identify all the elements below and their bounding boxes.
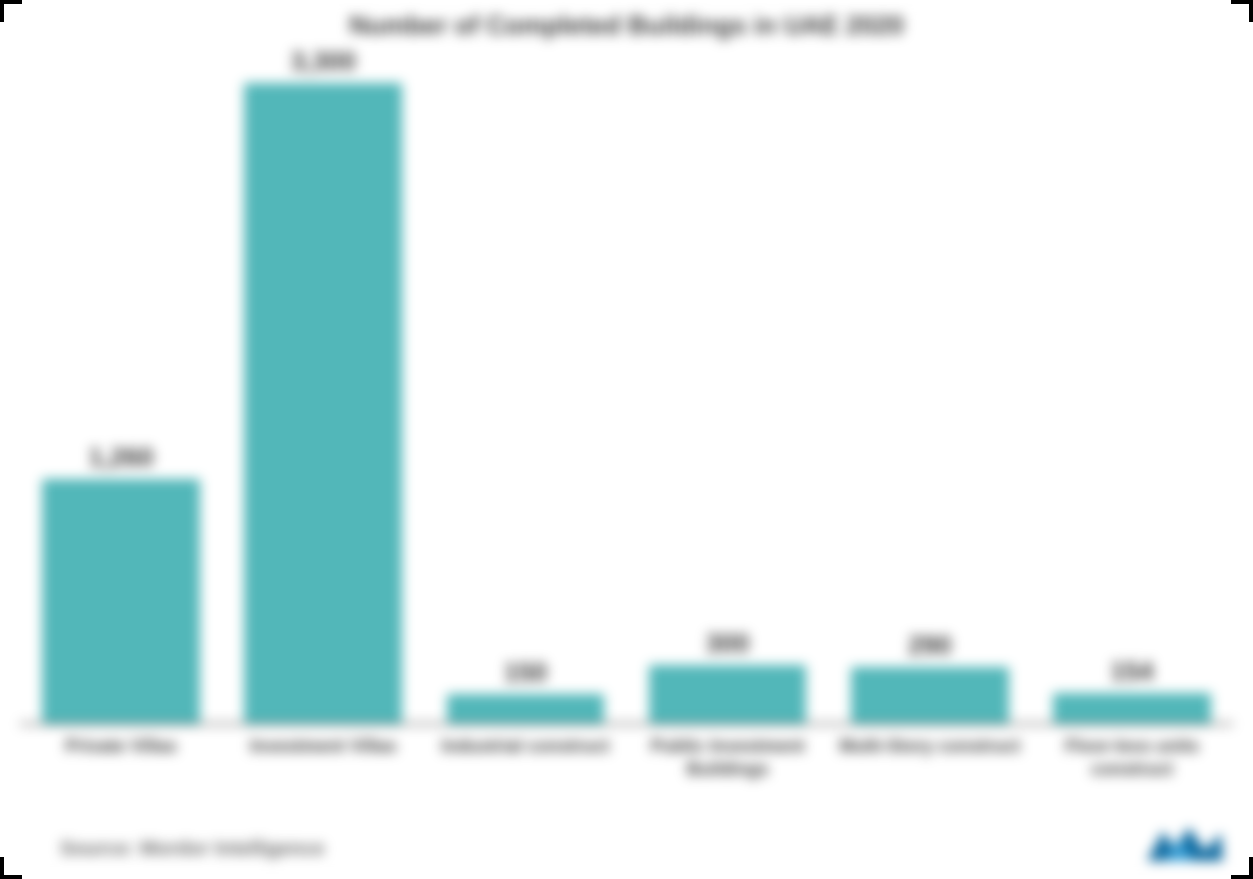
bar xyxy=(447,694,605,723)
bar-value-label: 290 xyxy=(908,630,951,661)
bar xyxy=(1053,693,1211,723)
mordor-logo-icon xyxy=(1145,821,1225,865)
bar-value-label: 3,300 xyxy=(291,46,356,77)
x-axis-label: Industrial construct xyxy=(424,735,626,780)
bar xyxy=(851,667,1009,723)
plot-area: 1,260 3,300 150 300 290 154 xyxy=(20,45,1233,725)
chart-title: Number of Completed Buildings in UAE 202… xyxy=(20,10,1233,41)
x-axis-label: Multi-Story construct xyxy=(829,735,1031,780)
corner-top-right xyxy=(1231,0,1253,22)
bar-slot: 290 xyxy=(829,630,1031,723)
bar xyxy=(42,479,200,723)
bar-slot: 154 xyxy=(1031,656,1233,723)
corner-bottom-right xyxy=(1231,857,1253,879)
x-axis-label: Public Investment Buildings xyxy=(627,735,829,780)
bar-slot: 3,300 xyxy=(222,46,424,723)
chart-container: Number of Completed Buildings in UAE 202… xyxy=(20,10,1233,830)
bar-slot: 150 xyxy=(424,657,626,723)
x-axis-label: Floor-less units construct xyxy=(1031,735,1233,780)
bar-value-label: 300 xyxy=(706,628,749,659)
corner-bottom-left xyxy=(0,857,22,879)
bar-slot: 1,260 xyxy=(20,442,222,723)
x-axis-label: Investment Villas xyxy=(222,735,424,780)
bar xyxy=(649,665,807,723)
x-axis-label: Private Villas xyxy=(20,735,222,780)
bars-group: 1,260 3,300 150 300 290 154 xyxy=(20,45,1233,723)
bar-value-label: 150 xyxy=(504,657,547,688)
corner-top-left xyxy=(0,0,22,22)
x-axis-line xyxy=(20,723,1233,725)
x-axis-labels: Private VillasInvestment VillasIndustria… xyxy=(20,735,1233,780)
bar-value-label: 154 xyxy=(1110,656,1153,687)
bar xyxy=(244,83,402,723)
source-attribution: Source: Mordor Intelligence xyxy=(60,838,324,861)
bar-slot: 300 xyxy=(627,628,829,723)
bar-value-label: 1,260 xyxy=(89,442,154,473)
